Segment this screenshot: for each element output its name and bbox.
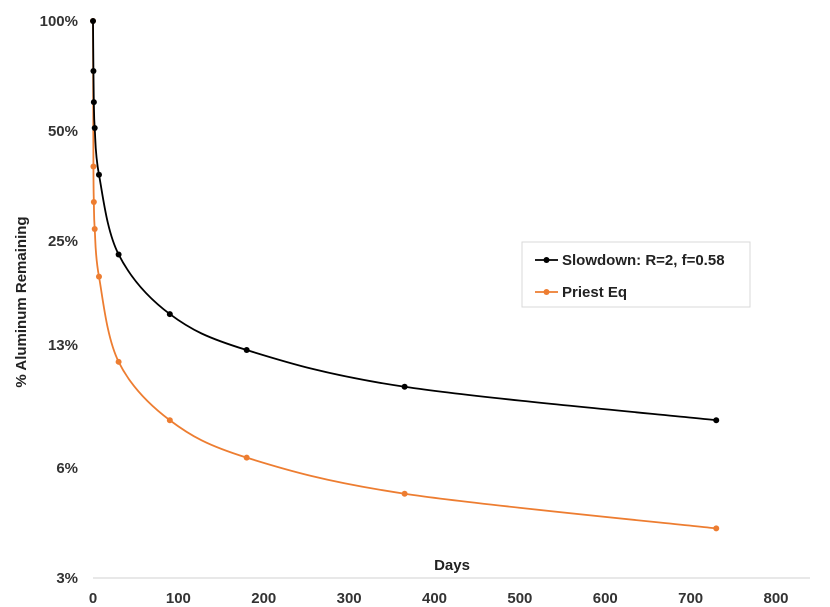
- data-point: [401, 490, 408, 497]
- x-tick-labels: 0 100 200 300 400 500 600 700 800: [89, 590, 789, 607]
- data-point: [115, 251, 122, 258]
- legend-swatch-marker: [543, 257, 550, 263]
- x-tick-label: 600: [593, 590, 618, 607]
- data-point: [166, 417, 173, 424]
- legend-swatch-marker: [543, 289, 550, 295]
- legend-label: Priest Eq: [562, 284, 627, 301]
- legend-box: [521, 241, 751, 308]
- x-tick-label: 100: [166, 590, 191, 607]
- data-point: [95, 273, 102, 280]
- series-layer: [90, 18, 720, 532]
- data-point: [90, 163, 97, 170]
- x-tick-label: 800: [763, 590, 788, 607]
- x-tick-label: 500: [507, 590, 532, 607]
- x-tick-label: 400: [422, 590, 447, 607]
- data-point: [713, 417, 720, 424]
- data-point: [90, 18, 96, 24]
- data-point: [401, 383, 408, 390]
- y-tick-label: 6%: [56, 460, 78, 477]
- data-point: [90, 198, 97, 205]
- y-tick-labels: 3% 6% 13% 25% 50% 100%: [40, 13, 78, 587]
- data-point: [115, 358, 122, 365]
- data-point: [91, 225, 98, 232]
- data-point: [90, 99, 97, 106]
- data-point: [713, 525, 720, 532]
- data-point: [243, 454, 250, 461]
- data-point: [91, 124, 98, 131]
- y-axis-title: % Aluminum Remaining: [13, 216, 30, 387]
- data-point: [243, 347, 250, 354]
- data-point: [90, 67, 97, 74]
- y-tick-label: 3%: [56, 570, 78, 587]
- x-tick-label: 200: [251, 590, 276, 607]
- legend-label: Slowdown: R=2, f=0.58: [562, 252, 725, 269]
- y-tick-label: 50%: [48, 123, 78, 140]
- y-tick-label: 13%: [48, 337, 78, 354]
- x-tick-label: 700: [678, 590, 703, 607]
- x-tick-label: 0: [89, 590, 97, 607]
- x-axis-title: Days: [434, 557, 470, 574]
- series: [90, 18, 720, 424]
- data-point: [166, 311, 173, 318]
- x-tick-label: 300: [337, 590, 362, 607]
- legend: Slowdown: R=2, f=0.58 Priest Eq: [521, 241, 751, 308]
- data-point: [95, 171, 102, 178]
- y-tick-label: 100%: [40, 13, 78, 30]
- y-tick-label: 25%: [48, 233, 78, 250]
